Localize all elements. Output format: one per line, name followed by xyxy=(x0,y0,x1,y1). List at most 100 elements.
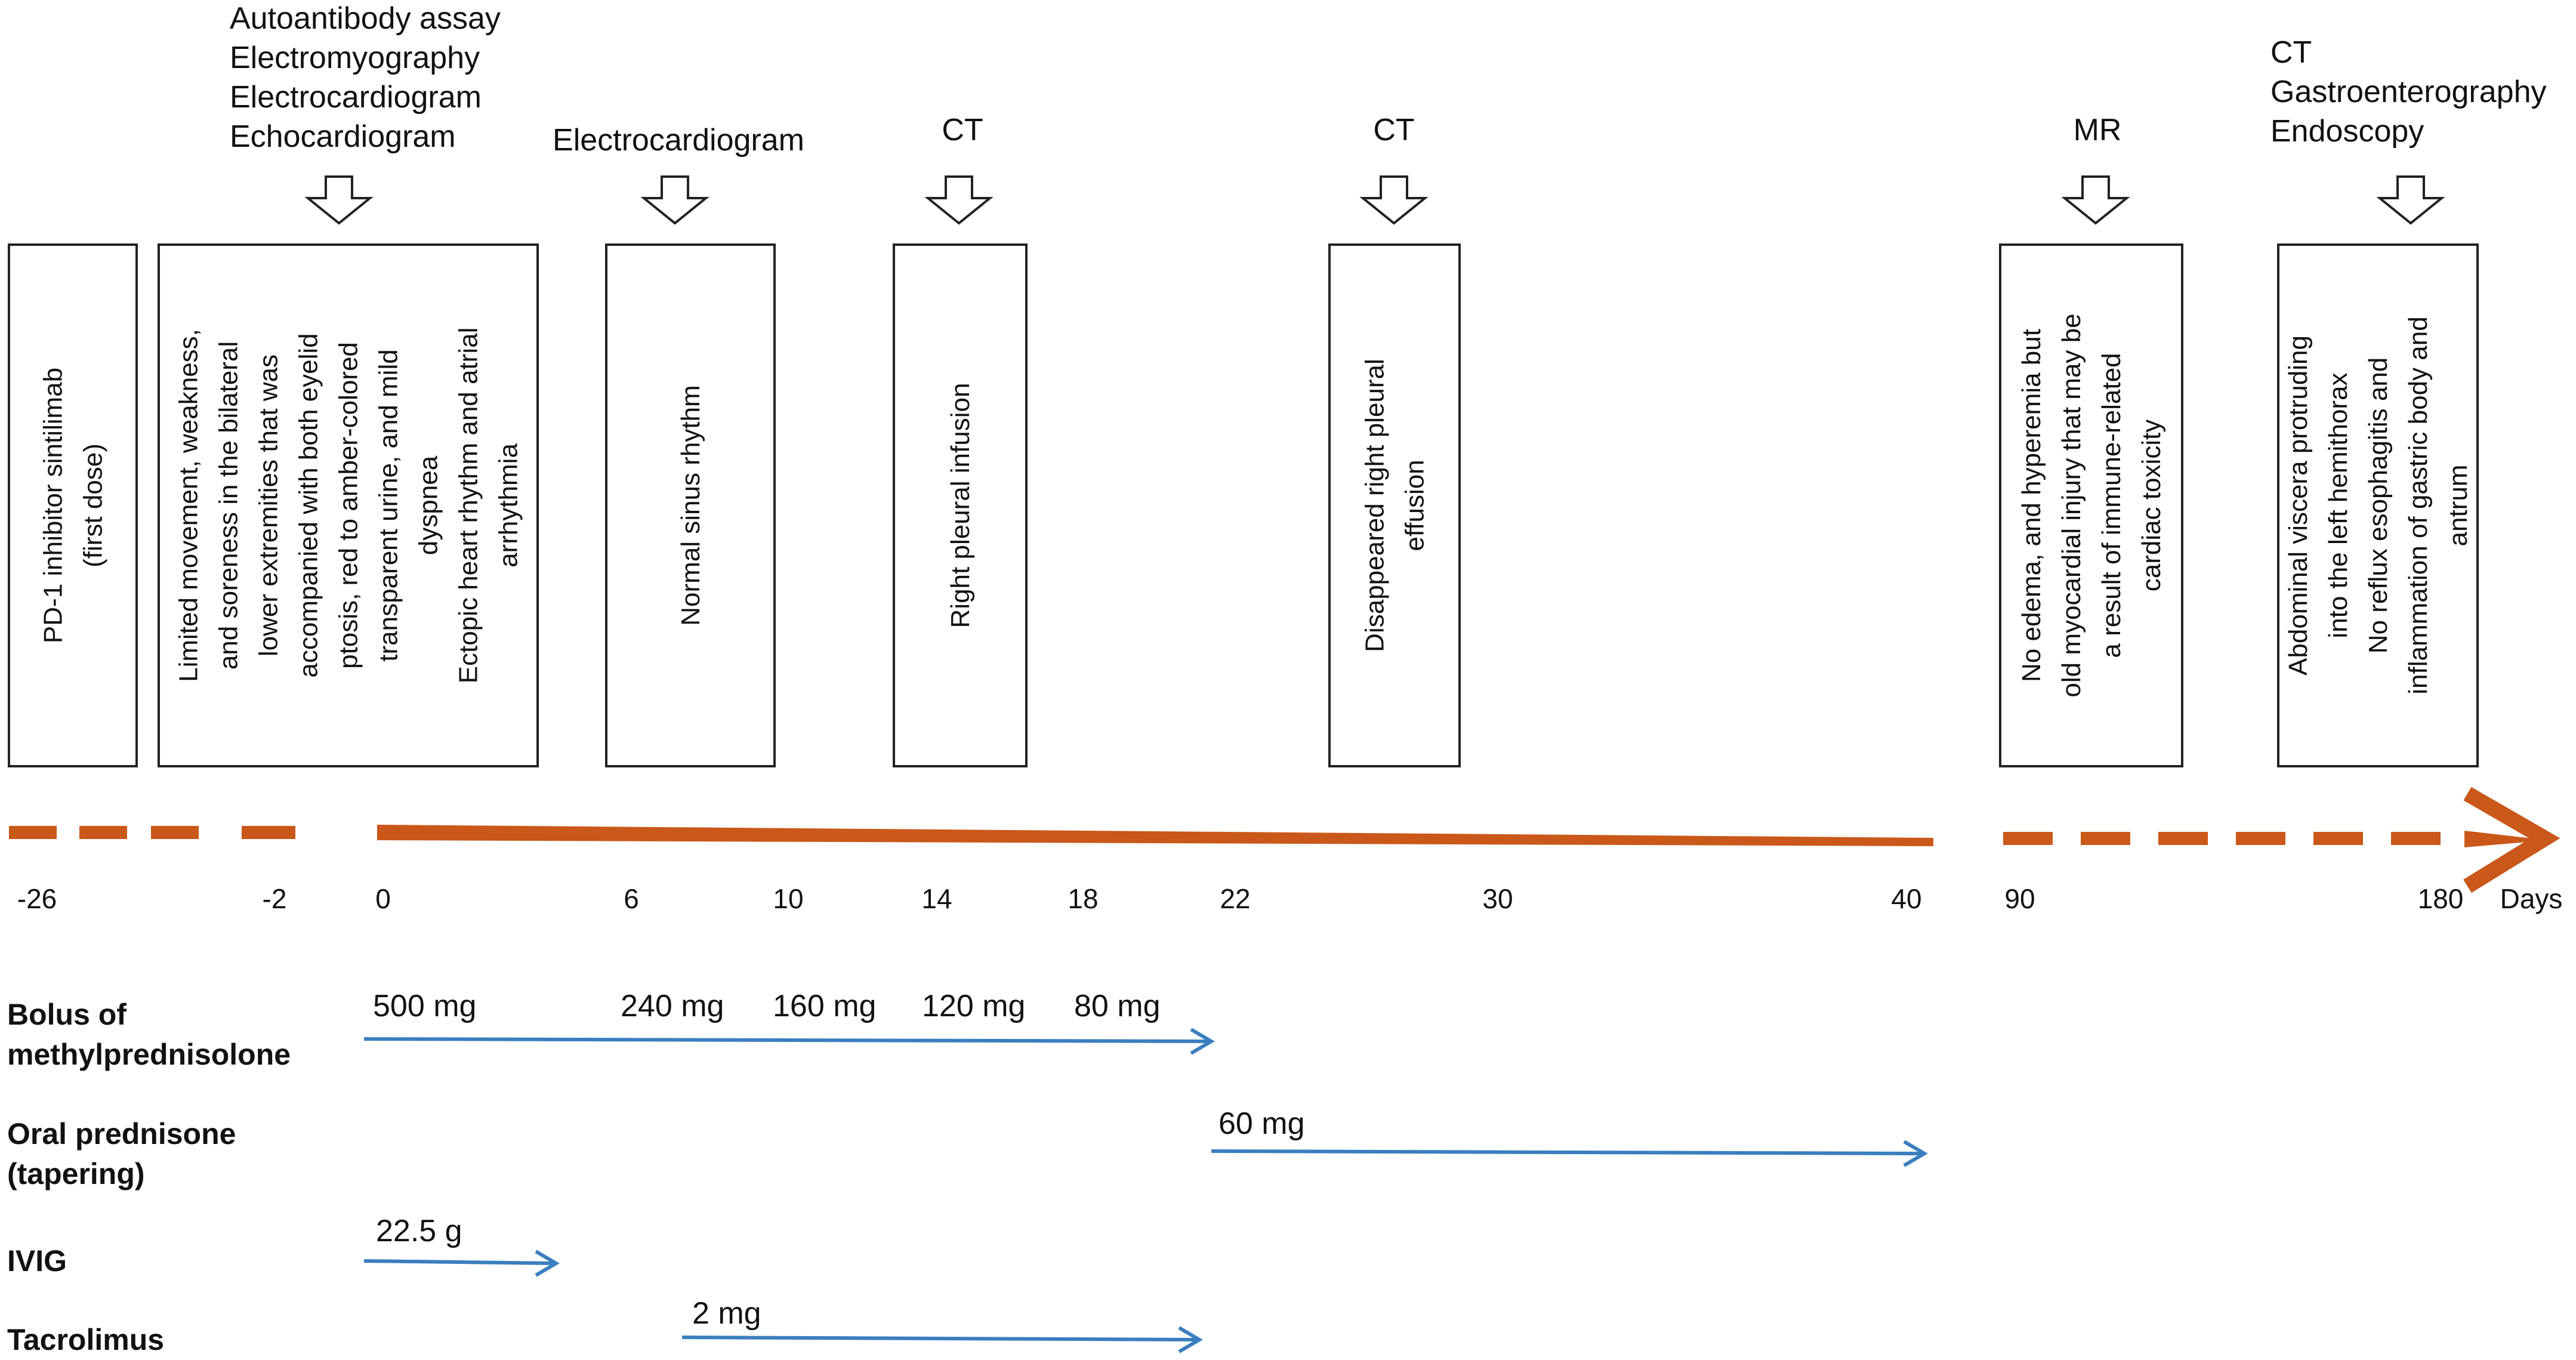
event-box-border xyxy=(158,243,539,767)
event-text: dyspnea xyxy=(414,455,443,555)
test-label: Endoscopy xyxy=(2270,114,2424,149)
event-text-group: Limited movement, weakness, and soreness … xyxy=(174,328,523,684)
event-box-border xyxy=(1328,243,1461,767)
event-text: inflammation of gastric body and xyxy=(2404,316,2433,694)
arrowhead-icon xyxy=(1190,1028,1215,1055)
dose-label: 240 mg xyxy=(621,989,724,1023)
test-label: Electrocardiogram xyxy=(230,80,482,115)
day-tick-label: -26 xyxy=(17,883,57,914)
treatment-name: methylprednisolone xyxy=(7,1038,291,1071)
event-text: Ectopic heart rhythm and atrial xyxy=(454,328,483,684)
day-tick-label: 18 xyxy=(1068,883,1098,914)
treatment-arrow xyxy=(363,1259,557,1265)
day-tick-label: 180 xyxy=(2418,883,2464,914)
event-text: Disappeared right pleural xyxy=(1361,359,1390,652)
test-group: Electrocardiogram xyxy=(553,123,804,225)
event-box: Right pleural infusion xyxy=(893,243,1028,767)
arrowhead-icon xyxy=(1178,1326,1203,1353)
dose-label: 120 mg xyxy=(922,989,1025,1023)
event-text: Right pleural infusion xyxy=(946,383,975,628)
event-text: into the left hemithorax xyxy=(2324,372,2353,638)
event-box: Abdominal viscera protruding into the lef… xyxy=(2277,243,2479,767)
day-tick-label: 14 xyxy=(921,883,952,914)
test-group: Autoantibody assay Electromyography Electr… xyxy=(230,1,501,225)
event-text: a result of immune-related xyxy=(2097,353,2126,658)
treatment-row: Bolus of methylprednisolone 500 mg 240 mg 16… xyxy=(7,989,1215,1071)
treatment-arrow xyxy=(363,1037,1212,1043)
event-box: Normal sinus rhythm xyxy=(605,243,776,767)
day-tick-label: 22 xyxy=(1220,883,1250,914)
event-text: and soreness in the bilateral xyxy=(214,341,243,670)
event-text-group: No edema, and hyperemia but old myocardia… xyxy=(2017,313,2166,697)
day-tick-label: 6 xyxy=(624,883,639,914)
treatment-name: Oral prednisone xyxy=(7,1117,236,1151)
test-label: Electromyography xyxy=(230,41,480,75)
event-text: antrum xyxy=(2444,465,2473,547)
day-tick-label: 40 xyxy=(1891,883,1921,914)
test-label: Autoantibody assay xyxy=(230,1,501,36)
down-arrow-icon xyxy=(304,175,374,225)
timeline-solid-segment xyxy=(377,825,1933,846)
day-tick-label: -2 xyxy=(263,883,287,914)
treatment-row: Tacrolimus 2 mg xyxy=(7,1296,1203,1356)
day-tick-label: 10 xyxy=(773,883,803,914)
timeline-arrowhead xyxy=(2463,787,2560,893)
dose-label: 60 mg xyxy=(1218,1106,1305,1141)
event-text-group: PD-1 inhibitor sintilimab (first dose) xyxy=(39,368,108,643)
timeline-arrowhead xyxy=(2464,831,2548,847)
test-group: CT xyxy=(1359,113,1429,225)
event-text: No edema, and hyperemia but xyxy=(2017,329,2046,682)
event-text: ptosis, red to amber-colored xyxy=(334,342,363,669)
dose-label: 22.5 g xyxy=(376,1214,462,1248)
event-box-border xyxy=(2277,243,2479,767)
test-label: CT xyxy=(942,113,983,147)
event-text: lower extremities that was xyxy=(254,354,283,656)
down-arrow-icon xyxy=(2376,175,2445,225)
event-text: (first dose) xyxy=(79,443,108,568)
event-text: Limited movement, weakness, xyxy=(174,329,203,682)
arrowhead-icon xyxy=(1903,1140,1928,1167)
test-label: Echocardiogram xyxy=(230,119,456,154)
event-box: PD-1 inhibitor sintilimab (first dose) xyxy=(8,243,138,767)
treatment-row: IVIG 22.5 g xyxy=(7,1214,560,1278)
treatment-name: Tacrolimus xyxy=(7,1323,164,1356)
dose-label: 160 mg xyxy=(773,989,876,1023)
event-text: Normal sinus rhythm xyxy=(676,385,705,625)
day-tick-label: Days xyxy=(2500,883,2563,914)
event-text: cardiac toxicity xyxy=(2137,420,2166,592)
event-box: No edema, and hyperemia but old myocardia… xyxy=(1999,243,2183,767)
day-tick-label: 0 xyxy=(375,883,391,914)
event-text: Abdominal viscera protruding xyxy=(2284,335,2313,676)
dose-label: 80 mg xyxy=(1074,989,1161,1023)
event-text-group: Right pleural infusion xyxy=(946,383,975,628)
event-text: No reflux esophagitis and xyxy=(2364,357,2393,654)
event-box: Disappeared right pleural effusion xyxy=(1328,243,1461,767)
day-tick-label: 30 xyxy=(1482,883,1513,914)
test-group: CT Gastroenterography Endoscopy xyxy=(2270,35,2547,225)
event-box-border xyxy=(1999,243,2183,767)
event-text-group: Disappeared right pleural effusion xyxy=(1361,359,1430,652)
treatment-arrow xyxy=(1211,1149,1925,1155)
test-label: Gastroenterography xyxy=(2270,75,2547,109)
event-text: effusion xyxy=(1400,459,1430,551)
test-group: CT xyxy=(924,113,994,225)
treatment-arrow xyxy=(681,1336,1200,1342)
down-arrow-icon xyxy=(924,175,994,225)
down-arrow-icon xyxy=(1359,175,1429,225)
treatment-name: Bolus of xyxy=(7,998,127,1031)
down-arrow-icon xyxy=(640,175,709,225)
dose-label: 2 mg xyxy=(692,1296,761,1331)
test-group: MR xyxy=(2061,113,2130,225)
dose-label: 500 mg xyxy=(373,989,476,1023)
event-text: transparent urine, and mild xyxy=(374,349,403,661)
treatment-name: (tapering) xyxy=(7,1157,145,1191)
event-text-group: Normal sinus rhythm xyxy=(676,385,705,625)
event-box: Limited movement, weakness, and soreness … xyxy=(158,243,539,767)
event-text-group: Abdominal viscera protruding into the lef… xyxy=(2284,316,2473,694)
arrowhead-icon xyxy=(535,1250,560,1277)
timeline xyxy=(9,787,2560,893)
day-tick-label: 90 xyxy=(2004,883,2035,914)
test-label: Electrocardiogram xyxy=(553,123,804,158)
down-arrow-icon xyxy=(2061,175,2130,225)
